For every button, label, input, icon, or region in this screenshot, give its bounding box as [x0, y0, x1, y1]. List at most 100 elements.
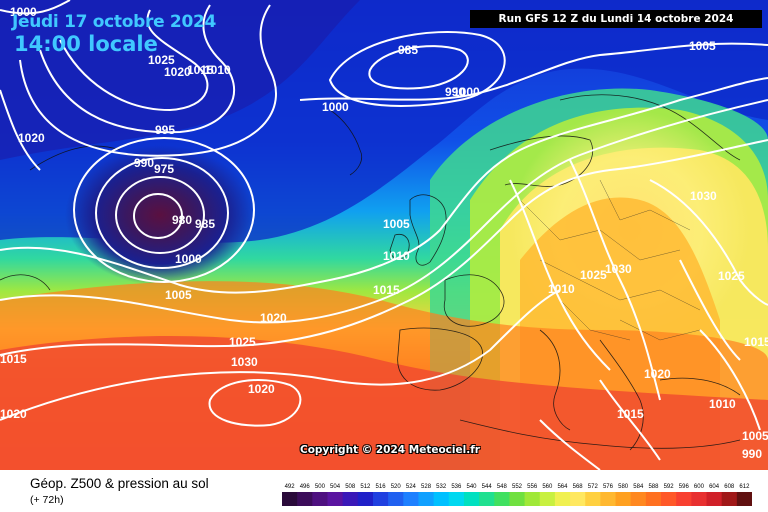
scale-tick-label: 540	[467, 484, 478, 490]
isobar-label: 1015	[0, 352, 27, 366]
scale-tick-label: 524	[406, 484, 417, 490]
isobar-label: 1000	[175, 252, 202, 266]
border-lines	[519, 179, 701, 341]
scale-tick-label: 556	[527, 484, 538, 490]
scale-swatch	[524, 492, 541, 506]
scale-swatch	[342, 492, 359, 506]
scale-tick-label: 564	[557, 484, 568, 490]
scale-tick-label: 572	[588, 484, 599, 490]
scale-tick-label: 544	[482, 484, 493, 490]
isobar-label: 1010	[709, 397, 736, 411]
isobar-label: 985	[195, 217, 215, 231]
isobar-label: 1000	[453, 85, 480, 99]
scale-swatch	[357, 492, 374, 506]
scale-swatch	[661, 492, 677, 506]
scale-tick-label: 576	[603, 484, 614, 490]
isobar-label: 1005	[689, 39, 716, 53]
isobar-label: 1015	[373, 283, 400, 297]
isobar-label: 1000	[322, 100, 349, 114]
isobar-label: 1025	[148, 53, 175, 67]
isobar-label: 975	[154, 162, 174, 176]
scale-tick-label: 588	[648, 484, 659, 490]
isobar-label: 990	[742, 447, 762, 461]
scale-swatch	[706, 492, 723, 506]
isobar-label: 1000	[10, 5, 37, 19]
scale-tick-label: 604	[709, 484, 720, 490]
scale-swatch	[372, 492, 389, 506]
scale-tick-label: 568	[573, 484, 584, 490]
geopotential-fields	[0, 0, 768, 470]
scale-swatch	[554, 492, 571, 506]
scale-swatch	[509, 492, 526, 506]
isobar-label: 1015	[187, 63, 214, 77]
scale-swatch	[463, 492, 480, 506]
isobar-label: 980	[172, 213, 192, 227]
scale-tick-label: 504	[330, 484, 341, 490]
isobar-label: 1020	[0, 407, 27, 421]
scale-tick-label: 508	[345, 484, 356, 490]
scale-swatch	[403, 492, 419, 506]
scale-swatch	[297, 492, 313, 506]
scale-swatch	[570, 492, 586, 506]
scale-tick-label: 520	[391, 484, 402, 490]
scale-swatch	[585, 492, 601, 506]
scale-swatch	[615, 492, 632, 506]
isobar-label: 990	[445, 85, 465, 99]
legend-footer: Géop. Z500 & pression au sol (+ 72h) 492…	[0, 470, 768, 512]
color-scale: 492 496 500 504 508 512 516 520 524 528 532 536 540 5…	[282, 484, 752, 506]
isobar-label: 1015	[744, 335, 768, 349]
isobar-label: 1025	[718, 269, 745, 283]
scale-tick-label: 496	[300, 484, 311, 490]
scale-swatch	[479, 492, 495, 506]
isobar-label: 1025	[580, 268, 607, 282]
scale-tick-label: 500	[315, 484, 326, 490]
isobar-label: 985	[398, 43, 418, 57]
scale-swatch	[721, 492, 738, 506]
scale-tick-label: 592	[664, 484, 675, 490]
isobar-label: 1030	[690, 189, 717, 203]
isobar-label: 1030	[231, 355, 258, 369]
isobar-label: 995	[155, 123, 175, 137]
scale-tick-label: 548	[497, 484, 508, 490]
scale-tick-label: 532	[436, 484, 447, 490]
scale-tick-label: 584	[633, 484, 644, 490]
isobar-label: 1020	[18, 131, 45, 145]
scale-swatch	[630, 492, 647, 506]
isobar-label: 1025	[229, 335, 256, 349]
scale-swatch	[676, 492, 692, 506]
scale-swatch	[388, 492, 404, 506]
scale-tick-label: 596	[679, 484, 690, 490]
isobar-label: 1010	[383, 249, 410, 263]
scale-tick-label: 516	[376, 484, 387, 490]
scale-swatch	[433, 492, 450, 506]
scale-tick-label: 512	[360, 484, 371, 490]
scale-swatch	[448, 492, 465, 506]
scale-tick-label: 612	[739, 484, 750, 490]
isobar-label: 1020	[644, 367, 671, 381]
scale-swatch	[312, 492, 328, 506]
isobar-label: 1005	[165, 288, 192, 302]
scale-swatch	[736, 492, 752, 506]
isobar-label: 990	[134, 156, 154, 170]
forecast-lead-time: (+ 72h)	[30, 494, 64, 506]
scale-swatch	[327, 492, 344, 506]
isobar-label: 1005	[383, 217, 410, 231]
isobar-label: 1005	[742, 429, 768, 443]
isobar-label: 1020	[260, 311, 287, 325]
scale-tick-label: 528	[421, 484, 432, 490]
isobars	[0, 0, 768, 470]
scale-swatch	[600, 492, 617, 506]
isobar-label: 1010	[548, 282, 575, 296]
isobar-label: 1010	[204, 63, 231, 77]
scale-swatch	[691, 492, 708, 506]
scale-tick-label: 608	[724, 484, 735, 490]
isobar-label: 1015	[617, 407, 644, 421]
scale-swatch	[282, 492, 298, 506]
scale-tick-label: 492	[285, 484, 296, 490]
scale-swatch	[645, 492, 662, 506]
isobar-label: 1030	[605, 262, 632, 276]
isobar-label: 1020	[248, 382, 275, 396]
scale-swatch	[418, 492, 435, 506]
map-title: Géop. Z500 & pression au sol	[30, 476, 209, 491]
